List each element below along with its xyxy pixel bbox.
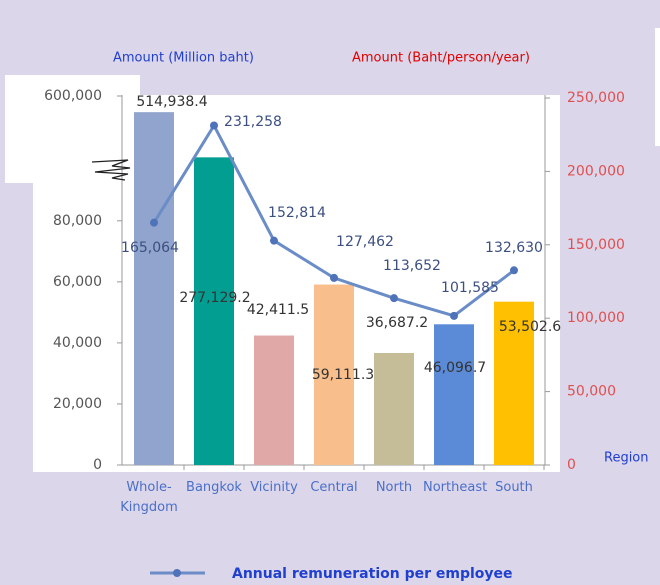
bar — [134, 112, 174, 465]
x-tick-label: Bangkok — [186, 480, 242, 495]
bar-value-label: 46,096.7 — [424, 360, 486, 376]
line-marker — [330, 273, 338, 282]
line-value-label: 231,258 — [224, 114, 282, 130]
x-tick-label: Northeast — [423, 480, 488, 495]
y2-axis-label: Amount (Baht/person/year) — [352, 51, 530, 66]
line-marker — [210, 121, 218, 130]
bar — [194, 157, 234, 465]
y-tick-label: 0 — [93, 457, 102, 473]
bar-value-label: 36,687.2 — [366, 315, 428, 331]
x-tick-label: Vicinity — [250, 480, 298, 495]
line-marker — [150, 218, 158, 227]
line-marker — [510, 266, 518, 275]
y-tick-label: 20,000 — [53, 396, 102, 412]
y2-tick-label: 250,000 — [567, 90, 625, 106]
bar-value-label: 514,938.4 — [136, 94, 207, 110]
y2-tick-label: 200,000 — [567, 163, 625, 179]
y-axis-label: Amount (Million baht) — [113, 51, 254, 66]
line-marker — [270, 236, 278, 245]
y-tick-label: 80,000 — [53, 213, 102, 229]
x-tick-label: North — [375, 480, 413, 495]
y2-tick-label: 0 — [567, 457, 576, 473]
bar-value-label: 42,411.5 — [247, 302, 309, 318]
x-tick-label: Whole-Kingdom — [120, 480, 178, 515]
panel-patch — [5, 75, 140, 183]
bar-value-label: 59,111.3 — [312, 367, 374, 383]
legend-marker — [173, 569, 181, 577]
y-tick-label: 600,000 — [44, 88, 102, 104]
bar — [374, 353, 414, 465]
line-value-label: 152,814 — [268, 205, 326, 221]
x-tick-label: Central — [310, 480, 358, 495]
line-value-label: 113,652 — [383, 258, 441, 274]
bar — [494, 301, 534, 465]
bar — [254, 335, 294, 465]
y2-tick-label: 100,000 — [567, 310, 625, 326]
panel-patch — [655, 28, 660, 146]
bar-value-label: 53,502.6 — [499, 319, 561, 335]
x-axis-label: Region — [604, 451, 649, 466]
y-tick-label: 40,000 — [53, 335, 102, 351]
bar-value-label: 277,129.2 — [179, 290, 250, 306]
line-value-label: 127,462 — [336, 234, 394, 250]
line-value-label: 101,585 — [441, 280, 499, 296]
line-value-label: 165,064 — [121, 240, 179, 256]
bar — [434, 324, 474, 465]
legend-label: Annual remuneration per employee — [232, 566, 513, 582]
line-marker — [390, 294, 398, 303]
axis-break — [91, 159, 131, 181]
bar — [314, 284, 354, 465]
y-tick-label: 60,000 — [53, 274, 102, 290]
y2-tick-label: 150,000 — [567, 237, 625, 253]
line-value-label: 132,630 — [485, 240, 543, 256]
x-tick-label: South — [495, 480, 533, 495]
y2-tick-label: 50,000 — [567, 384, 616, 400]
line-marker — [450, 311, 458, 320]
